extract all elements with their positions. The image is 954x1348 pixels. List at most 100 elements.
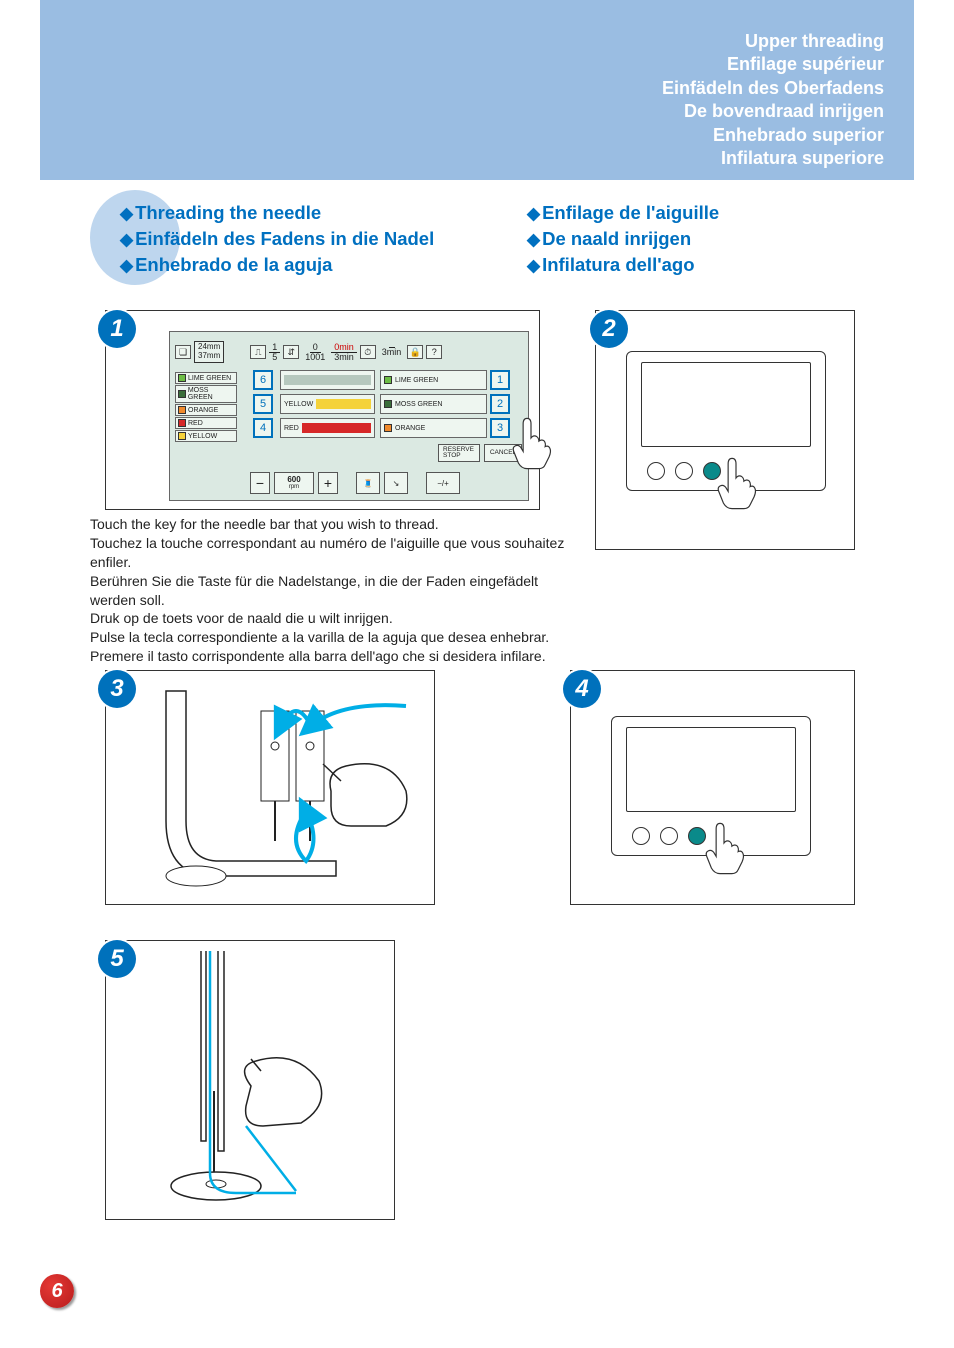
headings-left: ◆Threading the needle ◆Einfädeln des Fad… [120, 200, 487, 278]
assign-row: MOSS GREEN 2 [380, 394, 510, 414]
heading-text: Enhebrado de la aguja [135, 254, 332, 275]
needle-icon-button[interactable]: ↘ [384, 472, 408, 494]
control-panel [611, 716, 811, 856]
needle-button[interactable]: 5 [253, 394, 273, 414]
heading: ◆Enhebrado de la aguja [120, 252, 487, 278]
thread-icon-button[interactable]: 🧵 [356, 472, 380, 494]
fraction: 3min [379, 347, 405, 357]
needle-button[interactable]: 2 [490, 394, 510, 414]
color-item: ORANGE [175, 404, 237, 416]
threading-diagram [106, 671, 436, 906]
assign-row: YELLOW [280, 394, 375, 414]
speed-unit: rpm [289, 484, 299, 490]
fraction: 0min3min [331, 343, 357, 362]
step-badge: 2 [590, 310, 628, 348]
needle-button[interactable]: 3 [490, 418, 510, 438]
step-number: 2 [602, 315, 615, 343]
color-label: YELLOW [188, 433, 217, 440]
dimensions-box: 24mm 37mm [194, 341, 224, 363]
color-item: LIME GREEN [175, 372, 237, 384]
speed-value: 600 [287, 476, 300, 484]
heading: ◆De naald inrijgen [527, 226, 894, 252]
assign-row: RED [280, 418, 375, 438]
heading: ◆Infilatura dell'ago [527, 252, 894, 278]
panel-button-threading[interactable] [688, 827, 706, 845]
color-item: MOSS GREEN [175, 385, 237, 403]
heading-text: De naald inrijgen [542, 228, 691, 249]
num: 0 [310, 343, 321, 353]
caption-it: Premere il tasto corrispondente alla bar… [90, 647, 580, 666]
step-number: 4 [575, 675, 588, 703]
header-line: De bovendraad inrijgen [662, 100, 884, 123]
panel-buttons [647, 462, 721, 480]
dim-bot: 37mm [198, 352, 220, 361]
panel-button-threading[interactable] [703, 462, 721, 480]
header-band: Upper threading Enfilage supérieur Einfä… [40, 0, 914, 180]
spool-icon: ⎍ [250, 345, 266, 359]
caption-nl: Druk op de toets voor de naald die u wil… [90, 609, 580, 628]
swatch [178, 406, 186, 414]
needle-button[interactable]: 1 [490, 370, 510, 390]
panel-button[interactable] [647, 462, 665, 480]
header-line: Enhebrado superior [662, 124, 884, 147]
swap-button[interactable]: −/+ [426, 472, 460, 494]
color-label: MOSS GREEN [188, 387, 234, 401]
needle-assign-right: LIME GREEN1 MOSS GREEN2 ORANGE3 [380, 370, 510, 438]
lock-icon[interactable]: 🔒 [407, 345, 423, 359]
step-number: 3 [110, 675, 123, 703]
step-badge: 4 [563, 670, 601, 708]
speed-minus-button[interactable]: − [250, 472, 270, 494]
heading: ◆Threading the needle [120, 200, 487, 226]
diamond-icon: ◆ [527, 204, 540, 223]
cancel-button[interactable]: CANCEL [484, 444, 522, 462]
headings-right: ◆Enfilage de l'aiguille ◆De naald inrijg… [527, 200, 894, 278]
heading: ◆Einfädeln des Fadens in die Nadel [120, 226, 487, 252]
diamond-icon: ◆ [120, 204, 133, 223]
fraction: 15 [269, 343, 280, 362]
panel-button[interactable] [675, 462, 693, 480]
needle-button[interactable]: 4 [253, 418, 273, 438]
label: YELLOW [284, 401, 313, 408]
caption-es: Pulse la tecla correspondiente a la vari… [90, 628, 580, 647]
heading-text: Threading the needle [135, 202, 321, 223]
header-line: Enfilage supérieur [662, 53, 884, 76]
needle-button[interactable]: 6 [253, 370, 273, 390]
speed-plus-button[interactable]: + [318, 472, 338, 494]
lcd-screen: ❏ 24mm 37mm ⎍ 15 ⇵ 01001 0min3min ⏱ 3min… [169, 331, 529, 501]
step-badge: 5 [98, 940, 136, 978]
reserve-stop-button[interactable]: RESERVE STOP [438, 444, 480, 462]
color-label: RED [188, 420, 203, 427]
timer-icon: ⏱ [360, 345, 376, 359]
help-icon[interactable]: ? [426, 345, 442, 359]
den: 1001 [302, 353, 328, 362]
color-label: ORANGE [188, 407, 218, 414]
step1-frame: ❏ 24mm 37mm ⎍ 15 ⇵ 01001 0min3min ⏱ 3min… [105, 310, 540, 510]
threading-diagram [106, 941, 396, 1221]
assign-row [280, 370, 375, 390]
lcd-bottom-bar: − 600rpm + 🧵 ↘ −/+ [250, 472, 522, 494]
label: MOSS GREEN [395, 401, 442, 408]
caption-en: Touch the key for the needle bar that yo… [90, 515, 580, 534]
step5-frame [105, 940, 395, 1220]
panel-button[interactable] [632, 827, 650, 845]
label: ORANGE [395, 425, 425, 432]
panel-buttons [632, 827, 706, 845]
swatch [384, 400, 392, 408]
fraction: 01001 [302, 343, 328, 362]
lcd-topbar: ❏ 24mm 37mm ⎍ 15 ⇵ 01001 0min3min ⏱ 3min… [175, 337, 523, 367]
den: 3min [331, 353, 357, 362]
needle-buttons-left: 6 5 4 [253, 370, 273, 438]
swatch [178, 390, 186, 398]
page-number-badge: 6 [40, 1274, 74, 1308]
den: 3min [379, 348, 405, 357]
label: RED [284, 425, 299, 432]
num: 1 [269, 343, 280, 353]
header-line: Upper threading [662, 30, 884, 53]
step3-frame [105, 670, 435, 905]
den: 5 [269, 353, 280, 362]
step4-frame [570, 670, 855, 905]
panel-button[interactable] [660, 827, 678, 845]
color-sequence: LIME GREEN MOSS GREEN ORANGE RED YELLOW [175, 372, 237, 443]
speed-display: 600rpm [274, 472, 314, 494]
section-headings: ◆Threading the needle ◆Einfädeln des Fad… [120, 200, 894, 278]
